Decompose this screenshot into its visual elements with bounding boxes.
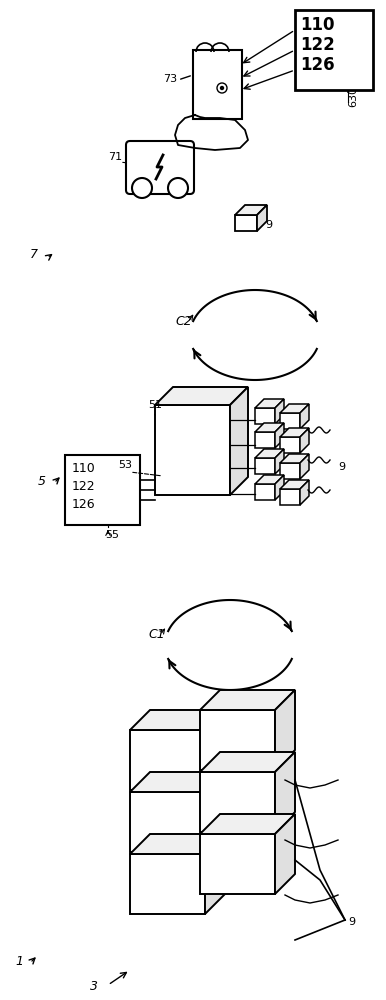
Polygon shape <box>130 792 205 852</box>
Polygon shape <box>200 772 275 832</box>
Polygon shape <box>200 814 295 834</box>
Text: 110: 110 <box>72 462 96 475</box>
FancyBboxPatch shape <box>193 50 242 119</box>
Polygon shape <box>280 489 300 505</box>
Text: C2: C2 <box>175 315 192 328</box>
Polygon shape <box>130 730 205 790</box>
Text: 122: 122 <box>300 36 335 54</box>
Circle shape <box>220 87 223 90</box>
Circle shape <box>168 178 188 198</box>
Text: 126: 126 <box>72 498 96 511</box>
Text: 122: 122 <box>72 480 96 493</box>
Polygon shape <box>230 387 248 495</box>
Text: 71: 71 <box>108 152 122 162</box>
Text: 1: 1 <box>15 955 23 968</box>
Text: 55: 55 <box>105 530 119 540</box>
Polygon shape <box>280 428 309 437</box>
Polygon shape <box>255 484 275 500</box>
Polygon shape <box>275 399 284 424</box>
Polygon shape <box>155 405 230 495</box>
Circle shape <box>217 83 227 93</box>
Polygon shape <box>235 205 267 215</box>
Text: 126: 126 <box>300 56 335 74</box>
Text: C1: C1 <box>148 628 165 641</box>
Text: 110: 110 <box>300 16 335 34</box>
Circle shape <box>132 178 152 198</box>
Polygon shape <box>205 834 225 914</box>
Polygon shape <box>200 690 295 710</box>
Polygon shape <box>255 449 284 458</box>
Polygon shape <box>255 423 284 432</box>
Polygon shape <box>280 437 300 453</box>
Polygon shape <box>255 432 275 448</box>
Text: 630: 630 <box>348 86 358 107</box>
Polygon shape <box>300 404 309 429</box>
Polygon shape <box>235 215 257 231</box>
Polygon shape <box>280 480 309 489</box>
Polygon shape <box>130 772 225 792</box>
Polygon shape <box>200 752 295 772</box>
Polygon shape <box>200 710 275 770</box>
Polygon shape <box>257 205 267 231</box>
Polygon shape <box>205 772 225 852</box>
Polygon shape <box>200 834 275 894</box>
Polygon shape <box>255 408 275 424</box>
Text: 5: 5 <box>38 475 46 488</box>
Text: 3: 3 <box>90 980 98 993</box>
Polygon shape <box>280 463 300 479</box>
FancyBboxPatch shape <box>165 420 210 455</box>
Polygon shape <box>255 475 284 484</box>
FancyBboxPatch shape <box>126 141 194 194</box>
Polygon shape <box>130 854 205 914</box>
Polygon shape <box>280 413 300 429</box>
Polygon shape <box>275 752 295 832</box>
Polygon shape <box>300 454 309 479</box>
FancyBboxPatch shape <box>295 10 373 90</box>
FancyBboxPatch shape <box>65 455 140 525</box>
Polygon shape <box>275 449 284 474</box>
Polygon shape <box>300 480 309 505</box>
Text: 51: 51 <box>148 400 162 410</box>
Polygon shape <box>275 423 284 448</box>
Polygon shape <box>275 475 284 500</box>
Polygon shape <box>300 428 309 453</box>
Polygon shape <box>155 387 248 405</box>
Text: 9: 9 <box>338 462 345 472</box>
FancyBboxPatch shape <box>165 465 220 493</box>
Polygon shape <box>130 710 225 730</box>
Text: 9: 9 <box>265 220 272 230</box>
Text: 73: 73 <box>163 74 177 84</box>
Polygon shape <box>280 454 309 463</box>
Polygon shape <box>130 834 225 854</box>
Polygon shape <box>280 404 309 413</box>
Polygon shape <box>255 399 284 408</box>
Text: 9: 9 <box>348 917 355 927</box>
Polygon shape <box>255 458 275 474</box>
Text: 7: 7 <box>30 248 38 261</box>
Polygon shape <box>275 814 295 894</box>
Polygon shape <box>205 710 225 790</box>
Text: 53: 53 <box>118 460 132 470</box>
Polygon shape <box>275 690 295 770</box>
